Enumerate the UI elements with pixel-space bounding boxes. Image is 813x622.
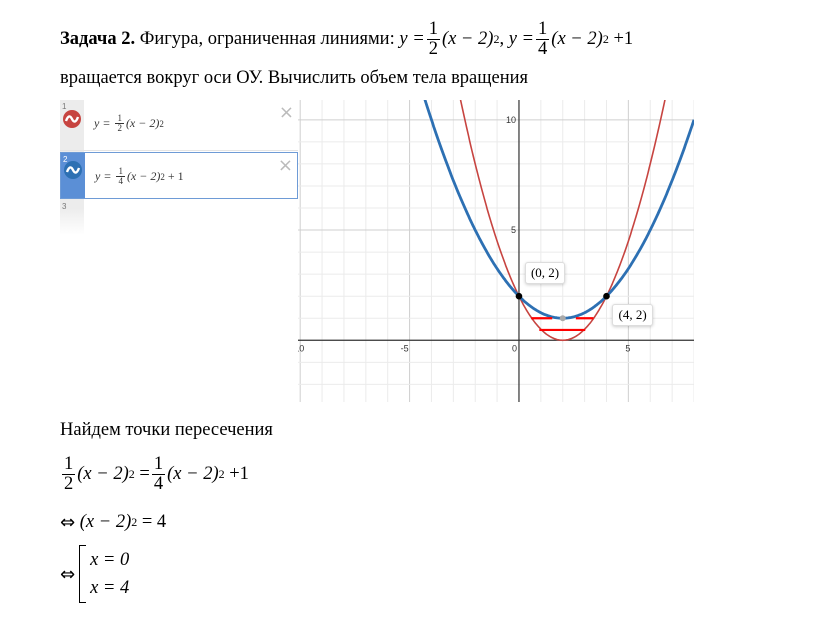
- task-line-2: вращается вокруг оси ОУ. Вычислить объем…: [60, 68, 529, 88]
- s1-num1: 1: [62, 454, 76, 476]
- equivalence-arrow: ⇔: [60, 563, 76, 585]
- eq1-body: (x − 2): [441, 29, 494, 50]
- expr1-lhs: y =: [94, 116, 111, 131]
- s1-eq: =: [139, 464, 150, 485]
- s1-num2: 1: [151, 454, 166, 476]
- delete-expression-2-icon[interactable]: ×: [277, 155, 293, 176]
- expression-panel: 1 y = 1 2 (x − 2) 2 × 2 y = 1 4 (x − 2) 2 + 1 …: [60, 100, 298, 235]
- vertex-point: [559, 315, 566, 322]
- row-index: 2: [63, 155, 68, 164]
- expression-row-3-empty[interactable]: 3: [60, 200, 298, 235]
- expression-row-2[interactable]: 2 y = 1 4 (x − 2) 2 + 1 ×: [60, 152, 298, 199]
- x-tick-label: 5: [625, 343, 630, 353]
- expr1-den: 2: [117, 123, 122, 134]
- eq-separator: ,: [499, 29, 505, 50]
- expr2-num: 1: [116, 166, 125, 178]
- expr2-tail: + 1: [167, 169, 184, 184]
- equivalence-arrow: ⇔: [60, 512, 76, 533]
- eq2-num: 1: [536, 19, 550, 41]
- case-1: x = 0: [90, 550, 130, 570]
- case-bracket: [79, 545, 87, 603]
- eq2-body: (x − 2): [551, 29, 603, 50]
- row-index: 1: [62, 102, 67, 111]
- expression-1[interactable]: y = 1 2 (x − 2) 2: [94, 113, 164, 134]
- x-tick-label: -5: [401, 343, 409, 353]
- eq1-den: 2: [428, 39, 438, 60]
- blue-curve-icon[interactable]: [64, 161, 82, 179]
- s1-den2: 4: [153, 474, 164, 495]
- expr1-exp: 2: [159, 118, 164, 129]
- eq1-lhs: y =: [399, 29, 425, 50]
- point-label-0-2[interactable]: (0, 2): [524, 262, 566, 285]
- s2-exp: 2: [131, 515, 138, 529]
- s1-exp2: 2: [218, 467, 225, 482]
- point-label-4-2[interactable]: (4, 2): [612, 304, 653, 327]
- expression-row-1[interactable]: 1 y = 1 2 (x − 2) 2 ×: [60, 100, 298, 151]
- expr2-exp: 2: [160, 171, 165, 182]
- intersection-point: [515, 292, 523, 300]
- solution-step-2: ⇔ (x − 2) 2 = 4: [60, 512, 166, 533]
- expr1-num: 1: [115, 113, 124, 125]
- x-tick-label: -10: [298, 343, 304, 353]
- s1-body1: (x − 2): [77, 464, 129, 485]
- s2-rhs: = 4: [141, 512, 167, 532]
- expr1-body: (x − 2): [125, 116, 160, 131]
- expression-2[interactable]: y = 1 4 (x − 2) 2 + 1: [95, 166, 184, 187]
- eq2-exp: 2: [602, 32, 609, 47]
- cases: x = 0 x = 4: [90, 546, 129, 602]
- blue-parabola: [423, 100, 694, 320]
- s1-den1: 2: [64, 474, 74, 495]
- eq2-den: 4: [538, 39, 548, 60]
- intersection-point: [603, 292, 610, 300]
- x-tick-label: 0: [512, 343, 517, 353]
- expr2-body: (x − 2): [126, 169, 161, 184]
- eq1-num: 1: [426, 19, 440, 41]
- eq2-tail: +1: [613, 29, 634, 50]
- y-tick-label: 5: [511, 225, 516, 235]
- solution-heading: Найдем точки пересечения: [60, 420, 273, 440]
- task-text: Фигура, ограниченная линиями:: [139, 29, 395, 50]
- eq1-exp: 2: [493, 32, 500, 47]
- solution-step-3: ⇔ x = 0 x = 4: [60, 545, 129, 603]
- expr2-lhs: y =: [95, 169, 112, 184]
- y-tick-label: 10: [506, 115, 516, 125]
- task-title: Задача 2.: [60, 29, 136, 50]
- graph-canvas[interactable]: -10 -5 0 5 5 10: [298, 100, 694, 402]
- s1-body2: (x − 2): [167, 464, 219, 485]
- eq2-lhs: y =: [508, 29, 535, 50]
- red-parabola: [459, 100, 666, 342]
- s1-tail: +1: [229, 464, 249, 485]
- red-curve-icon[interactable]: [63, 110, 81, 128]
- s1-exp1: 2: [128, 467, 135, 482]
- task-line-1: Задача 2. Фигура, ограниченная линиями: …: [60, 19, 634, 60]
- delete-expression-1-icon[interactable]: ×: [278, 102, 294, 123]
- row-index: 3: [62, 202, 67, 211]
- expr2-den: 4: [118, 176, 123, 187]
- s2-body: (x − 2): [79, 512, 132, 532]
- case-2: x = 4: [90, 578, 130, 598]
